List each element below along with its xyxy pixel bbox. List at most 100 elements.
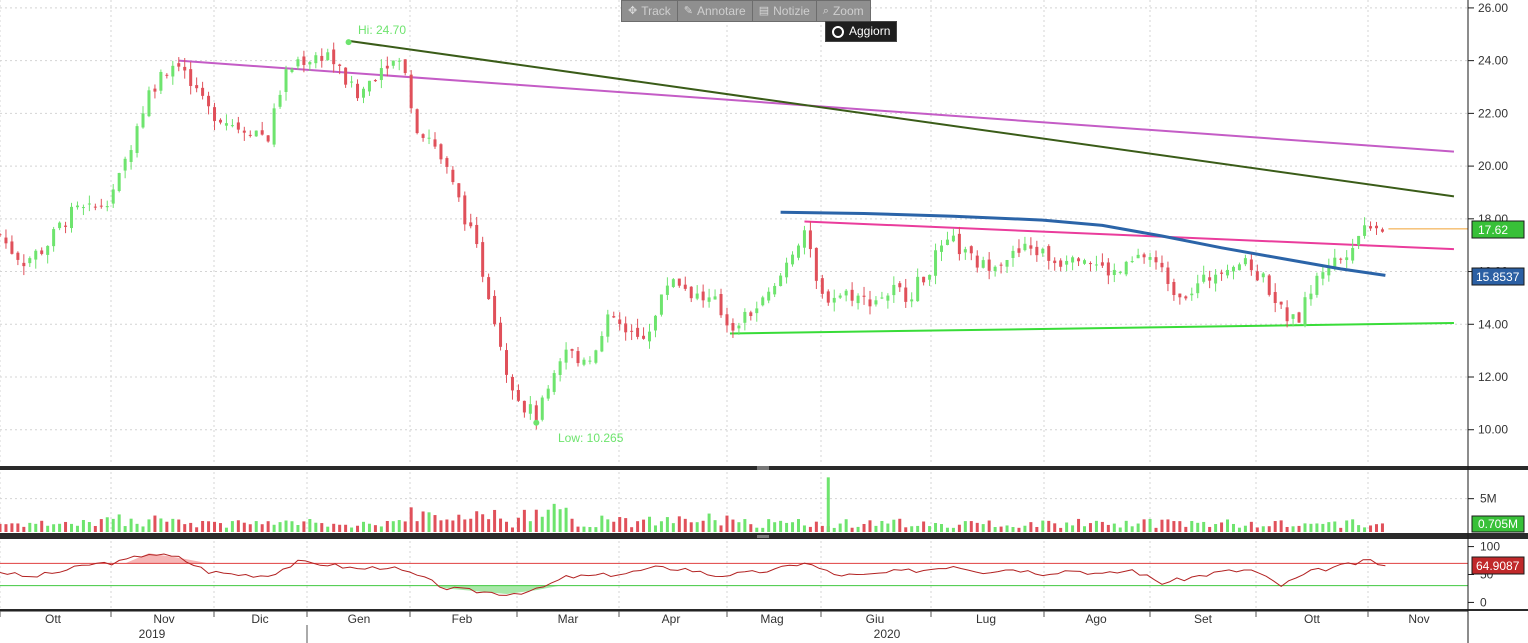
candle-body [1112, 269, 1116, 275]
volume-bar [1321, 523, 1325, 532]
volume-bar [665, 517, 669, 532]
volume-bar [469, 518, 473, 532]
annotate-button[interactable]: ✎ Annotare [678, 1, 753, 21]
price-tick-label: 14.00 [1478, 317, 1508, 331]
volume-bar [338, 524, 342, 532]
candle-body [749, 312, 753, 317]
track-button[interactable]: ✥ Track [622, 1, 678, 21]
candle-body [1279, 301, 1283, 305]
candle-body [433, 139, 437, 147]
candle-body [171, 65, 175, 77]
refresh-button[interactable]: Aggiorn [825, 21, 898, 42]
candle-body [1237, 264, 1241, 271]
candle-body [1297, 312, 1301, 323]
candle-body [904, 287, 908, 302]
volume-bar [528, 521, 532, 532]
candle-body [1309, 293, 1313, 300]
volume-bar [1249, 521, 1253, 532]
news-button[interactable]: ▤ Notizie [753, 1, 817, 21]
volume-bar [689, 522, 693, 532]
candle-body [1380, 229, 1384, 232]
candle-body [1011, 250, 1015, 258]
candle-body [481, 242, 485, 277]
volume-bar [421, 511, 425, 532]
candle-body [856, 295, 860, 304]
volume-bar [1231, 523, 1235, 532]
candle-body [1047, 246, 1051, 261]
volume-bar [463, 519, 467, 532]
volume-bar [814, 521, 818, 532]
candle-body [302, 56, 306, 65]
candle-body [564, 349, 568, 363]
candle-body [892, 284, 896, 296]
candle-body [93, 206, 97, 208]
candle-body [1374, 225, 1378, 229]
volume-bar [1255, 527, 1259, 532]
volume-bar [874, 525, 878, 532]
volume-bar [767, 519, 771, 532]
panel-resize-handle [757, 466, 769, 470]
candle-body [1094, 264, 1098, 266]
volume-bar [248, 524, 252, 532]
candle-body [463, 195, 467, 225]
candle-body [802, 230, 806, 248]
volume-bar [850, 527, 854, 532]
candle-body [1363, 225, 1367, 236]
volume-bar [260, 524, 264, 532]
candle-body [487, 277, 491, 300]
volume-bar [1237, 527, 1241, 532]
rsi-tick-label: 0 [1480, 595, 1487, 609]
candle-body [642, 335, 646, 339]
candle-body [260, 130, 264, 135]
volume-bar [272, 524, 276, 532]
candle-body [1106, 262, 1110, 276]
volume-bar [171, 518, 175, 532]
candle-body [1351, 247, 1355, 261]
candle-body [1059, 260, 1063, 267]
volume-bar [612, 521, 616, 532]
volume-bar [594, 527, 598, 532]
volume-bar [159, 518, 163, 532]
rsi-tick-label: 100 [1480, 540, 1500, 554]
volume-bar [773, 522, 777, 532]
zoom-button[interactable]: ⌕ Zoom [817, 1, 870, 21]
volume-bar [236, 520, 240, 532]
candle-body [230, 125, 234, 127]
volume-bar [522, 509, 526, 532]
high-annotation: Hi: 24.70 [358, 23, 406, 37]
volume-bar [415, 521, 419, 532]
volume-bar [1285, 526, 1289, 532]
candle-body [34, 250, 38, 260]
volume-bar [1142, 519, 1146, 532]
volume-bar [1047, 520, 1051, 532]
volume-bar [749, 524, 753, 532]
candle-body [1088, 263, 1092, 265]
candle-body [725, 314, 729, 326]
volume-bar [22, 526, 26, 532]
volume-bar [105, 517, 109, 532]
volume-bar [880, 520, 884, 532]
volume-bar [439, 520, 443, 532]
candle-body [421, 134, 425, 138]
volume-bar [957, 524, 961, 532]
volume-bar [1291, 526, 1295, 532]
volume-bar [916, 525, 920, 532]
candle-body [689, 286, 693, 299]
volume-bar [52, 524, 56, 532]
volume-bar [743, 519, 747, 532]
volume-bar [844, 519, 848, 532]
candle-body [1124, 261, 1128, 275]
price-tick-label: 26.00 [1478, 1, 1508, 15]
volume-bar [379, 526, 383, 532]
candle-body [81, 207, 85, 209]
volume-bar [1053, 523, 1057, 532]
volume-bar [361, 521, 365, 532]
volume-bar [862, 523, 866, 532]
volume-bar [475, 511, 479, 532]
candle-body [254, 130, 258, 137]
volume-bar [1041, 520, 1045, 532]
volume-bar [40, 520, 44, 532]
month-label: Feb [452, 612, 473, 626]
